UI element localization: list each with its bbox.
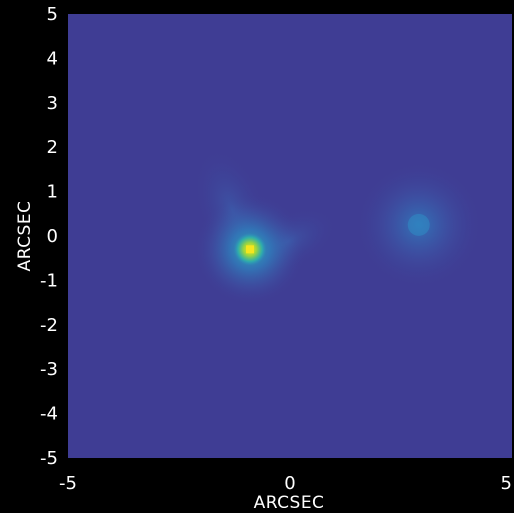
x-tick-labels: -5 0 5 — [59, 473, 512, 494]
x-tick-label: 0 — [284, 473, 295, 494]
x-axis-label: ARCSEC — [254, 493, 325, 513]
source-1 — [192, 146, 338, 306]
y-tick-label: 2 — [47, 137, 58, 158]
source-2 — [354, 160, 483, 289]
y-tick-label: 4 — [47, 48, 58, 69]
sources-layer — [192, 146, 483, 306]
y-tick-label: 3 — [47, 93, 58, 114]
y-tick-label: -2 — [40, 315, 58, 336]
source-core — [407, 213, 430, 236]
y-tick-label: 0 — [47, 226, 58, 247]
y-axis-label: ARCSEC — [15, 201, 35, 272]
y-tick-label: 1 — [47, 182, 58, 203]
source-peak — [246, 245, 255, 254]
x-tick-label: -5 — [59, 473, 77, 494]
y-tick-label: -1 — [40, 270, 58, 291]
y-tick-label: -4 — [40, 404, 58, 425]
y-tick-labels: 5 4 3 2 1 0 -1 -2 -3 -4 -5 — [40, 4, 58, 469]
y-tick-label: -3 — [40, 359, 58, 380]
y-tick-label: 5 — [47, 4, 58, 25]
plot-area — [68, 14, 512, 458]
x-tick-label: 5 — [501, 473, 512, 494]
y-tick-label: -5 — [40, 448, 58, 469]
